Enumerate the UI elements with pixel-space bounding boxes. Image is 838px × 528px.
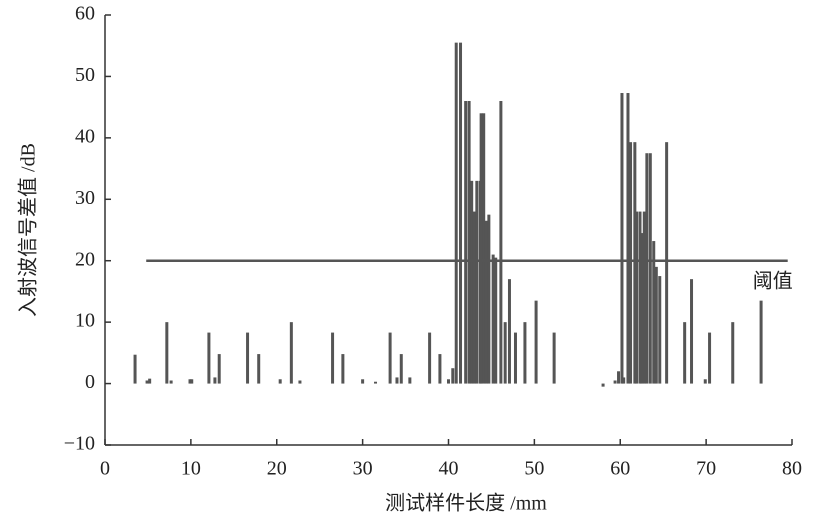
bar [601,383,605,387]
bar [289,322,293,384]
bar [217,354,221,384]
bar [213,377,217,384]
bar [395,377,399,384]
bar [731,322,735,384]
x-tick-label: 40 [439,458,459,480]
y-tick-label: 20 [75,248,95,270]
bar [629,142,633,384]
bar [447,379,450,384]
x-tick-label: 80 [782,458,802,480]
bar [388,332,392,384]
x-tick-label: 20 [267,458,287,480]
bar [617,371,621,384]
bar [513,332,517,384]
x-tick-label: 0 [100,458,110,480]
bar [708,332,712,384]
bar [479,113,483,384]
bar [408,377,412,384]
bar [331,332,335,384]
bar [467,101,471,384]
bar [633,142,637,384]
bar [484,220,488,384]
bar [683,322,687,384]
bar [207,332,211,384]
x-axis-label: 测试样件长度 /mm [385,492,547,515]
bar [190,379,194,384]
y-tick-label: −10 [64,433,95,455]
bar [148,378,152,384]
bar [464,101,468,384]
bar [534,300,538,384]
bar [665,142,669,384]
bar [470,180,474,384]
bar [552,332,556,384]
bar [703,379,707,384]
bar [451,368,455,384]
bar [523,322,527,384]
x-tick-label: 50 [524,458,544,480]
y-tick-label: 0 [85,371,95,393]
bar [491,254,495,384]
bar [503,322,507,384]
bar [648,153,652,384]
bar [622,377,626,384]
bar [145,380,149,384]
bar [246,332,250,384]
bar [475,180,479,384]
bar [257,354,261,384]
bar [494,257,498,384]
bar [438,354,442,384]
bar [188,379,192,384]
bar [658,276,662,384]
bar [759,300,763,384]
x-tick-label: 70 [696,458,716,480]
bar [613,380,617,384]
bar [507,279,511,384]
bar [298,380,302,384]
bar [642,211,646,384]
y-tick-label: 10 [75,310,95,332]
bar [690,279,694,384]
bar [472,211,476,384]
bar [482,113,486,384]
bar [399,354,403,384]
bar [645,153,649,384]
bar [620,93,624,384]
bar [454,42,458,384]
bar [652,241,656,384]
bar [626,93,630,384]
bar [133,354,137,384]
bar [169,380,173,384]
bar [374,381,378,384]
threshold-label: 阈值 [753,269,793,292]
bar [428,332,432,384]
y-tick-label: 60 [75,3,95,25]
bar [640,233,644,384]
x-tick-label: 30 [353,458,373,480]
y-axis-label: 入射波信号差值 /dB [17,143,40,317]
bar [487,214,491,384]
bar [278,379,282,384]
x-tick-label: 10 [181,458,201,480]
bar [638,211,642,384]
y-tick-label: 40 [75,125,95,147]
x-tick-label: 60 [610,458,630,480]
bar [459,42,463,384]
y-tick-label: 30 [75,187,95,209]
bar [341,354,345,384]
bar [654,266,658,384]
bar [361,379,365,384]
bar [635,211,639,384]
bar [165,322,169,384]
y-tick-label: 50 [75,64,95,86]
bar [499,101,503,384]
